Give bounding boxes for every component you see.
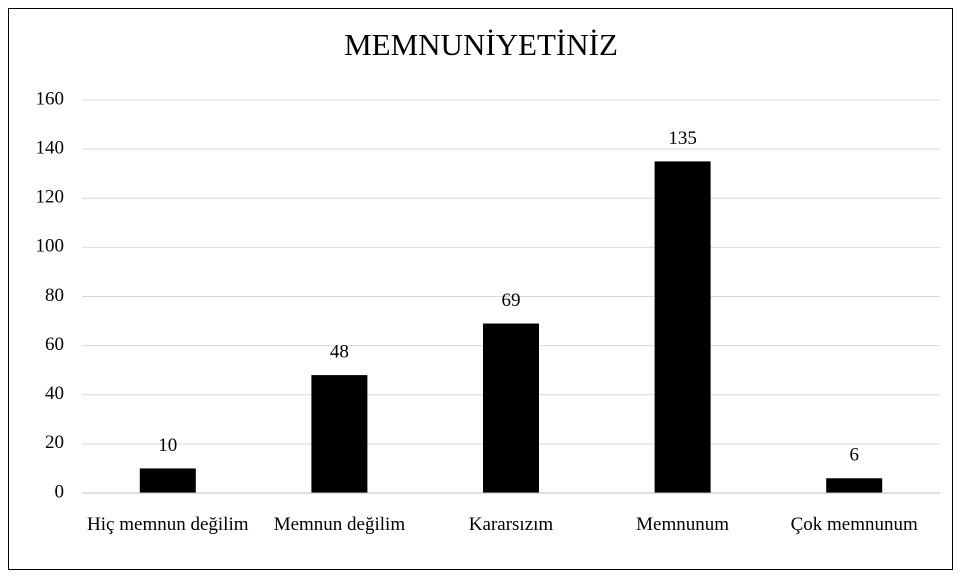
x-tick-label: Kararsızım: [468, 514, 554, 535]
y-tick-label: 0: [55, 481, 65, 502]
y-tick-label: 40: [45, 383, 64, 404]
y-tick-label: 140: [36, 137, 65, 158]
data-label: 10: [158, 435, 177, 456]
data-label: 6: [849, 445, 859, 466]
data-label: 69: [502, 290, 521, 311]
y-tick-label: 20: [45, 432, 64, 453]
bar: [311, 375, 368, 493]
bar: [483, 323, 539, 493]
x-tick-label: Hiç memnun değilim: [87, 514, 249, 535]
chart-title: MEMNUNİYETİNİZ: [344, 27, 618, 62]
bar: [654, 161, 711, 493]
y-tick-label: 80: [45, 285, 64, 306]
bar: [826, 478, 883, 493]
x-tick-label: Çok memnunum: [790, 514, 918, 535]
y-tick-label: 100: [36, 236, 65, 257]
bar: [139, 468, 196, 493]
data-label: 48: [330, 341, 349, 362]
x-tick-label: Memnun değilim: [273, 514, 406, 535]
data-label: 135: [668, 128, 697, 149]
y-tick-label: 160: [36, 88, 65, 109]
y-tick-label: 120: [36, 187, 65, 208]
x-tick-label: Memnunum: [636, 514, 730, 535]
y-tick-label: 60: [45, 334, 64, 355]
